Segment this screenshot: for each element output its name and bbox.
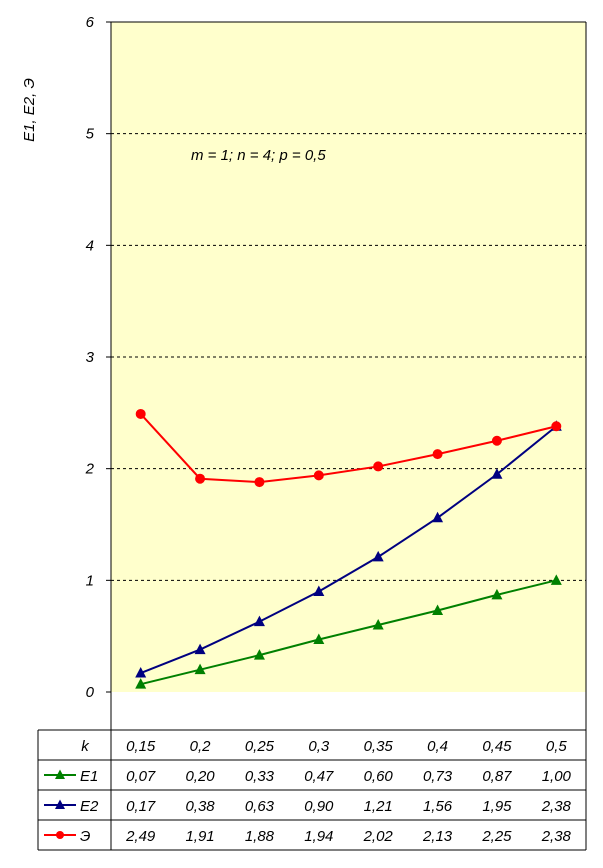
x-tick-label: 0,35 (364, 738, 394, 755)
table-cell: 1,21 (364, 798, 393, 815)
table-cell: 2,38 (541, 798, 572, 815)
y-tick-label: 4 (86, 237, 94, 254)
y-tick-label: 1 (86, 572, 94, 589)
legend-label: Э (80, 828, 90, 845)
y-tick-label: 3 (86, 349, 95, 366)
data-point (194, 643, 206, 655)
data-point (194, 663, 206, 675)
x-tick-label: 0,2 (190, 738, 212, 755)
data-point (491, 588, 503, 600)
x-tick-label: 0,25 (245, 738, 275, 755)
data-point (195, 473, 206, 484)
data-point (373, 461, 384, 472)
y-axis: 0 1 2 3 4 5 6 (85, 14, 112, 730)
series-layer (135, 408, 562, 689)
data-point (432, 604, 444, 615)
legend-label: E2 (80, 798, 99, 815)
data-table: k 0,15 0,2 0,25 0,3 0,35 0,4 0,45 0,5 E1 0,07 0,20 0… (37, 692, 587, 851)
data-point (550, 574, 562, 585)
y-tick-label: 2 (85, 461, 95, 478)
legend-marker (55, 769, 65, 779)
table-cell: 2,13 (422, 828, 453, 845)
table-cell: 0,20 (185, 768, 215, 785)
legend-key-Э (44, 831, 76, 839)
legend-key-E1 (44, 769, 76, 779)
table-cell: 1,88 (245, 828, 275, 845)
legend-marker (56, 831, 64, 839)
x-tick-label: 0,45 (482, 738, 512, 755)
legend-marker (55, 799, 65, 809)
table-cell: 2,49 (125, 828, 156, 845)
series-line (140, 579, 557, 686)
series-line (139, 413, 557, 484)
data-point (313, 470, 324, 481)
y-tick-label: 0 (86, 684, 95, 701)
data-point (135, 408, 146, 419)
legend-label: E1 (80, 768, 98, 785)
data-point (135, 678, 147, 689)
data-point (313, 585, 325, 596)
data-point (254, 477, 265, 488)
table-cell: 1,00 (542, 768, 572, 785)
table-cell: 1,95 (482, 798, 512, 815)
data-point (432, 449, 443, 460)
table-cell: 0,60 (364, 768, 394, 785)
y-tick-label: 6 (86, 14, 95, 31)
table-cell: 1,56 (423, 798, 453, 815)
y-axis-title: E1, E2, Э (21, 78, 38, 142)
data-point (432, 511, 444, 523)
table-cell: 0,38 (185, 798, 215, 815)
table-cell: 2,25 (481, 828, 512, 845)
table-cell: 1,91 (185, 828, 214, 845)
x-tick-label: 0,4 (427, 738, 448, 755)
table-cell: 0,63 (245, 798, 275, 815)
parameters-annotation: m = 1; n = 4; p = 0,5 (191, 147, 326, 164)
table-cell: 0,73 (423, 768, 453, 785)
data-point (135, 667, 147, 678)
table-cell: 0,87 (482, 768, 512, 785)
table-cell: 2,02 (363, 828, 394, 845)
x-tick-label: 0,15 (126, 738, 156, 755)
table-cell: 0,90 (304, 798, 334, 815)
x-axis-label: k (81, 738, 90, 755)
data-point (491, 435, 502, 446)
series-Э (135, 408, 562, 488)
data-point (313, 633, 325, 645)
data-point (372, 550, 384, 562)
x-tick-label: 0,5 (546, 738, 568, 755)
table-cell: 0,33 (245, 768, 275, 785)
data-point (372, 619, 384, 630)
table-cell: 0,47 (304, 768, 334, 785)
series-line (140, 425, 557, 674)
table-cell: 2,38 (541, 828, 572, 845)
y-tick-label: 5 (86, 126, 95, 143)
data-point (491, 468, 503, 479)
data-point (253, 615, 265, 627)
table-cell: 0,17 (126, 798, 156, 815)
series-E1 (135, 574, 562, 689)
table-cell: 1,94 (304, 828, 333, 845)
table-cell: 0,07 (126, 768, 156, 785)
x-tick-label: 0,3 (308, 738, 330, 755)
data-point (253, 649, 265, 660)
legend-key-E2 (44, 799, 76, 809)
data-point (551, 421, 562, 432)
